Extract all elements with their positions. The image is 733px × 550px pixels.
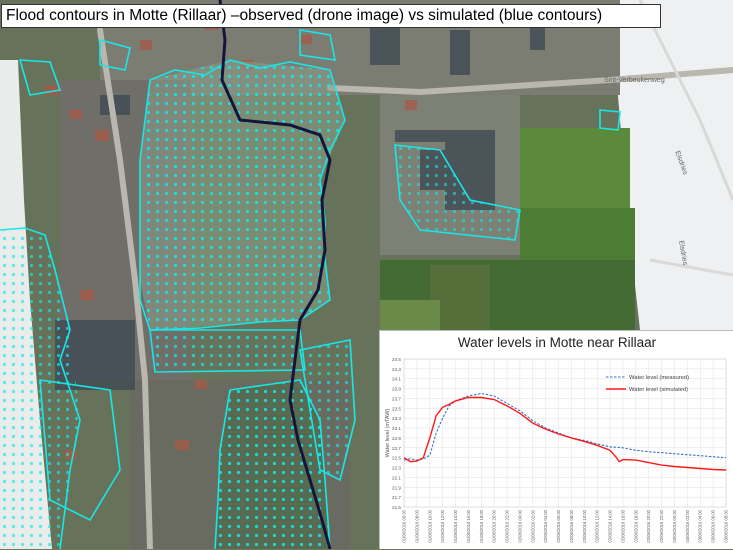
x-tick-label: 02/06/2016 02:00	[530, 509, 535, 542]
road	[97, 27, 153, 549]
y-axis-label: Water level (mTAW)	[385, 408, 391, 457]
y-tick-label: 24.1	[392, 377, 401, 382]
basemap-area	[610, 0, 733, 330]
x-tick-label: 02/06/2016 16:00	[620, 509, 625, 542]
x-tick-label: 01/06/2016 16:00	[466, 509, 471, 542]
y-tick-label: 23.3	[392, 416, 401, 421]
y-tick-label: 22.9	[392, 436, 401, 441]
x-tick-label: 01/06/2016 14:00	[453, 509, 458, 542]
legend-entry: Water level (simulated)	[629, 387, 688, 393]
y-tick-label: 24.3	[392, 367, 401, 372]
plot-area	[403, 358, 727, 508]
y-tick-label: 23.1	[392, 426, 401, 431]
page-title: Flood contours in Motte (Rillaar) –obser…	[1, 4, 661, 28]
chart-title: Water levels in Motte near Rillaar	[457, 335, 657, 350]
y-tick-label: 23.9	[392, 387, 401, 392]
x-tick-label: 02/06/2016 10:00	[582, 509, 587, 542]
field	[520, 128, 630, 208]
water-level-chart-panel: Water levels in Motte near Rillaar 24.5 2…	[379, 330, 733, 549]
x-tick-label: 01/06/2016 22:00	[505, 509, 510, 542]
y-tick-label: 21.7	[392, 495, 401, 500]
field	[520, 208, 635, 263]
x-tick-label: 01/06/2016 12:00	[440, 509, 445, 542]
y-tick-label: 24.5	[392, 357, 401, 362]
x-tick-label: 02/06/2016 12:00	[595, 509, 600, 542]
y-tick-label: 23.5	[392, 406, 401, 411]
road	[327, 67, 733, 96]
x-tick-label: 02/06/2016 06:00	[556, 509, 561, 542]
series-line-simulated	[403, 396, 727, 471]
flood-contours	[0, 29, 621, 549]
street-label-sint-verbeukenweg: Sint-Verbeukenweg	[604, 77, 665, 84]
x-tick-label: 02/06/2016 20:00	[646, 509, 651, 542]
x-tick-label: 03/06/2016 00:00	[672, 509, 677, 542]
x-tick-label: 03/06/2016 04:00	[698, 509, 703, 542]
y-tick-label: 21.5	[392, 505, 401, 510]
x-tick-label: 02/06/2016 22:00	[659, 509, 664, 542]
water-level-chart: 24.5 24.3 24.1 23.9 23.7 23.5 23.3 23.1 22.9 22.7…	[385, 357, 729, 543]
y-tick-label: 22.3	[392, 466, 401, 471]
y-tick-label: 22.1	[392, 475, 401, 480]
y-tick-label: 21.9	[392, 485, 401, 490]
x-tick-label: 01/06/2016 20:00	[492, 509, 497, 542]
x-tick-label: 02/06/2016 08:00	[569, 509, 574, 542]
y-tick-label: 22.5	[392, 456, 401, 461]
x-tick-label: 02/06/2016 04:00	[543, 509, 548, 542]
x-tick-label: 02/06/2016 14:00	[608, 509, 613, 542]
x-tick-label: 01/06/2016 08:00	[414, 509, 419, 542]
x-tick-label: 01/06/2016 18:00	[479, 509, 484, 542]
legend-entry: Water level (measured)	[629, 375, 689, 381]
x-tick-label: 02/06/2016 18:00	[633, 509, 638, 542]
x-tick-label: 03/06/2016 06:00	[711, 509, 716, 542]
series-line-measured	[403, 392, 727, 461]
y-tick-label: 23.7	[392, 396, 401, 401]
x-tick-label: 03/06/2016 02:00	[685, 509, 690, 542]
x-tick-label: 02/06/2016 00:00	[517, 509, 522, 542]
x-tick-label: 01/06/2016 06:00	[402, 509, 407, 542]
river	[218, 0, 332, 549]
x-tick-label: 03/06/2016 08:00	[724, 509, 729, 542]
y-tick-label: 22.7	[392, 446, 401, 451]
x-tick-label: 01/06/2016 10:00	[427, 509, 432, 542]
